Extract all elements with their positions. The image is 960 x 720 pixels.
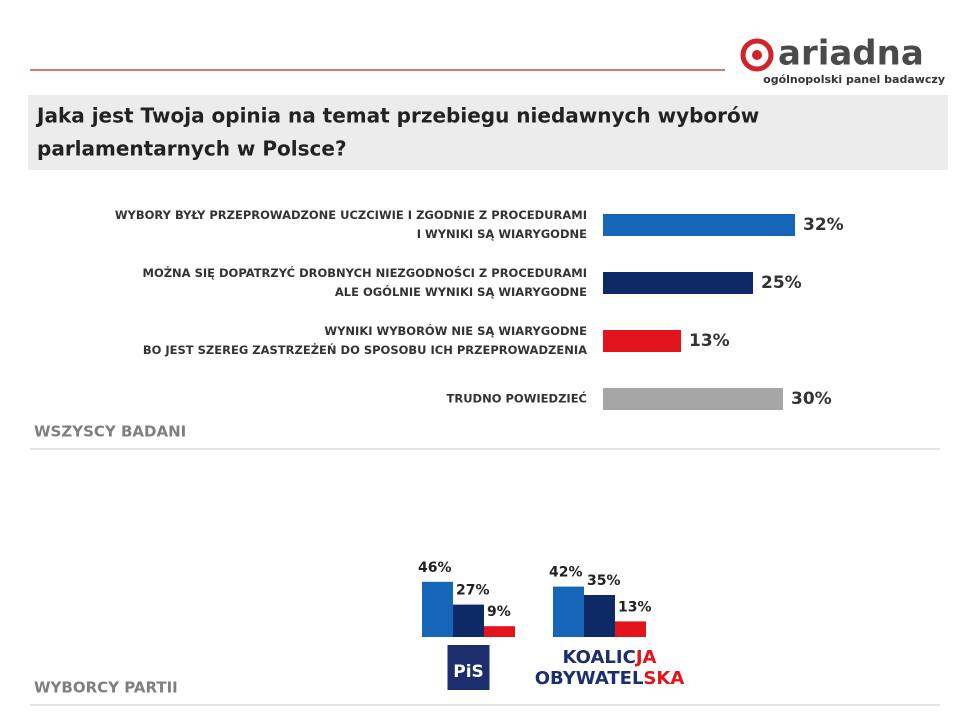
section-title: WYBORCY PARTII xyxy=(34,679,178,697)
logo: ariadna xyxy=(778,34,924,74)
question-box xyxy=(28,95,948,170)
tagline: ogólnopolski panel badawczy xyxy=(763,73,945,86)
logo-icon-dot xyxy=(752,50,762,60)
category-label: BO JEST SZEREG ZASTRZEŻEŃ DO SPOSOBU ICH… xyxy=(143,342,587,357)
value-label: 13% xyxy=(689,331,730,351)
value-label: 30% xyxy=(791,389,832,409)
party-name: KOALICJA xyxy=(563,647,657,668)
value-label: 25% xyxy=(761,273,802,293)
party-logo xyxy=(447,645,490,690)
value-label: 35% xyxy=(587,573,621,589)
value-label: 32% xyxy=(803,215,844,235)
bar xyxy=(484,626,515,637)
value-label: 42% xyxy=(549,565,583,581)
party-name-part: KOALIC xyxy=(563,647,636,668)
bar xyxy=(603,214,795,236)
category-label: TRUDNO POWIEDZIEĆ xyxy=(447,391,587,406)
bar xyxy=(603,388,783,410)
value-label: 13% xyxy=(618,599,652,615)
category-label: WYNIKI WYBORÓW NIE SĄ WIARYGODNE xyxy=(324,323,587,338)
party-name: PiS xyxy=(453,662,484,682)
category-label: I WYNIKI SĄ WIARYGODNE xyxy=(417,227,587,241)
logo-icon xyxy=(740,38,774,72)
question: Jaka jest Twoja opinia na temat przebieg… xyxy=(35,104,759,128)
section-title: WSZYSCY BADANI xyxy=(34,423,186,441)
party-name-part: OBYWATEL xyxy=(535,668,644,689)
bar xyxy=(584,595,615,637)
bar xyxy=(615,621,646,637)
category-label: MOŻNA SIĘ DOPATRZYĆ DROBNYCH NIEZGODNOŚC… xyxy=(143,265,588,280)
party-name-part: JA xyxy=(634,647,657,668)
value-label: 27% xyxy=(456,583,490,599)
bar xyxy=(453,604,484,637)
bar xyxy=(603,272,753,294)
party-name: OBYWATELSKA xyxy=(535,668,685,689)
question: parlamentarnych w Polsce? xyxy=(37,137,347,161)
category-label: WYBORY BYŁY PRZEPROWADZONE UCZCIWIE I ZG… xyxy=(115,208,587,222)
value-label: 46% xyxy=(418,560,452,576)
bar xyxy=(553,586,584,637)
bar xyxy=(603,330,681,352)
value-label: 9% xyxy=(487,604,511,620)
party-name-part: SKA xyxy=(643,668,684,689)
category-label: ALE OGÓLNIE WYNIKI SĄ WIARYGODNE xyxy=(335,284,587,299)
bar xyxy=(422,581,453,637)
